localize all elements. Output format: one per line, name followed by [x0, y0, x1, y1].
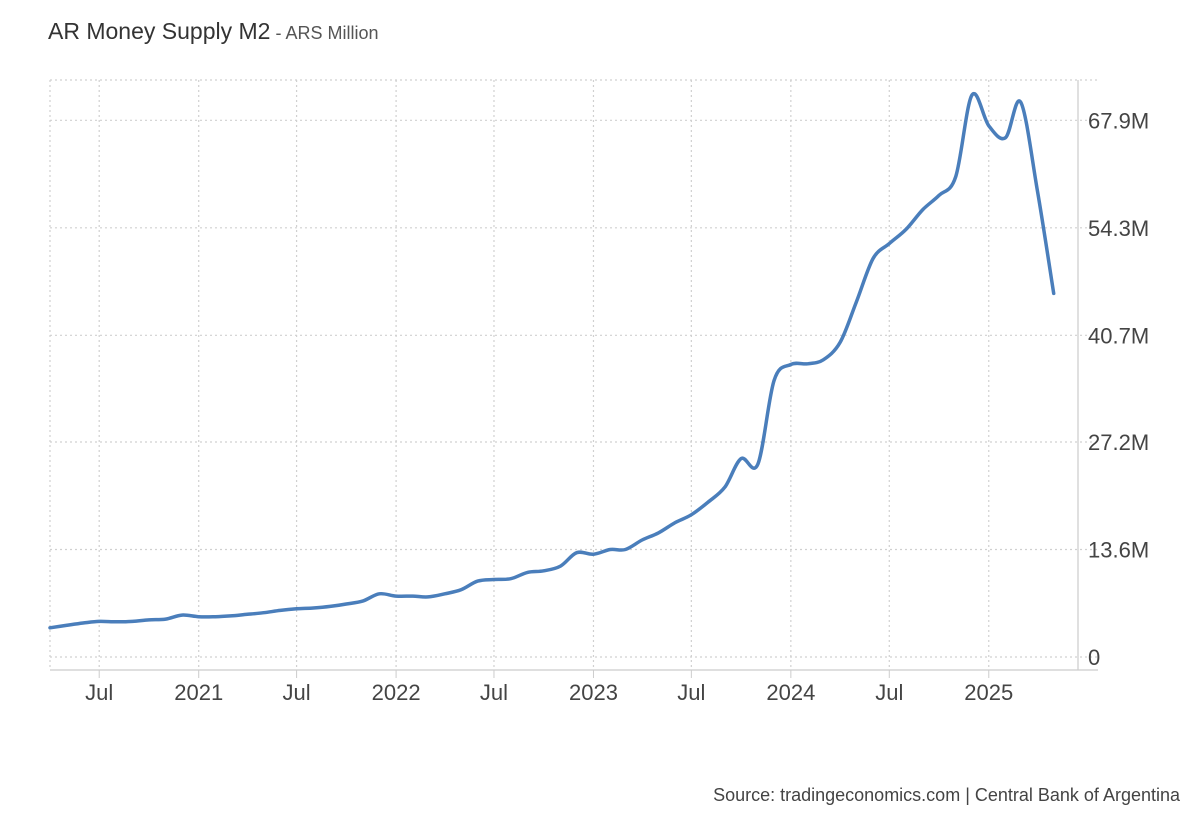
- y-tick-label: 40.7M: [1088, 323, 1149, 348]
- y-tick-label: 0: [1088, 645, 1100, 670]
- x-tick-label: 2025: [964, 680, 1013, 705]
- x-tick-label: 2023: [569, 680, 618, 705]
- y-tick-label: 54.3M: [1088, 216, 1149, 241]
- x-tick-label: 2021: [174, 680, 223, 705]
- x-tick-label: Jul: [480, 680, 508, 705]
- chart-title-block: AR Money Supply M2 - ARS Million: [48, 18, 378, 45]
- y-tick-label: 13.6M: [1088, 538, 1149, 563]
- x-tick-label: Jul: [875, 680, 903, 705]
- x-tick-label: Jul: [677, 680, 705, 705]
- chart-title: AR Money Supply M2: [48, 18, 271, 44]
- title-separator: -: [270, 23, 286, 43]
- x-tick-label: Jul: [85, 680, 113, 705]
- x-tick-label: Jul: [283, 680, 311, 705]
- axes: 0 13.6M 27.2M 40.7M 54.3M 67.9M Jul 2021 Jul 2022…: [50, 80, 1149, 705]
- series-line: [48, 91, 1056, 630]
- x-tick-label: 2024: [766, 680, 815, 705]
- y-tick-label: 67.9M: [1088, 108, 1149, 133]
- y-tick-label: 27.2M: [1088, 430, 1149, 455]
- x-tick-label: 2022: [372, 680, 421, 705]
- grid: [49, 79, 1098, 670]
- chart-subtitle: ARS Million: [285, 23, 379, 43]
- series-layer: [48, 91, 1056, 630]
- source-attribution: Source: tradingeconomics.com | Central B…: [713, 785, 1180, 805]
